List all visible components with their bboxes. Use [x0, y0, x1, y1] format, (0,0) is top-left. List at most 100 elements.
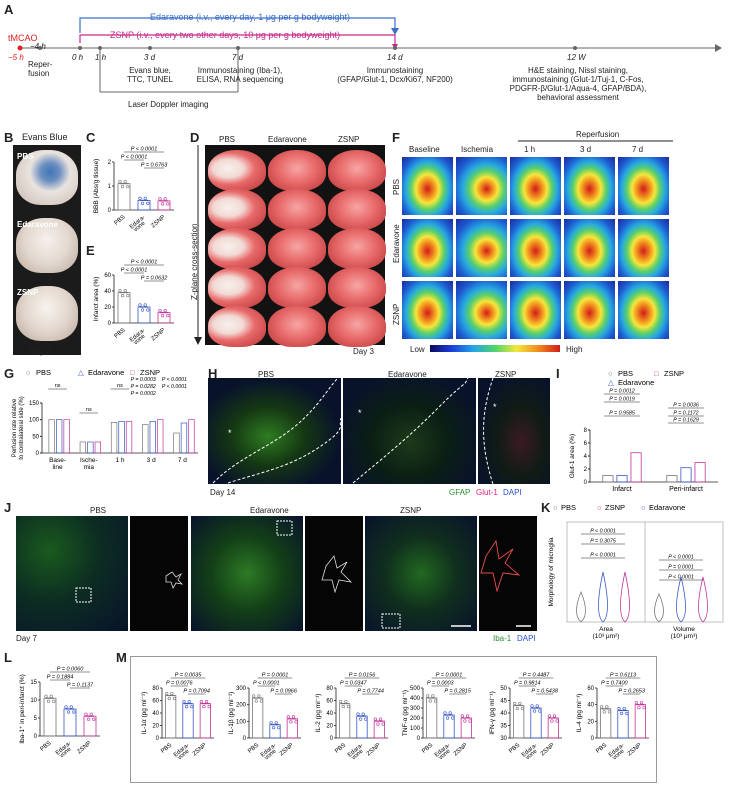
- legend-marker: □: [130, 368, 135, 377]
- j-legend-dapi: DAPI: [517, 634, 536, 643]
- y-tick-label: 0: [243, 736, 247, 742]
- y-axis-label: Infarct area (%): [93, 277, 100, 322]
- p-value: P = 0.0019: [609, 397, 635, 403]
- legend-marker: △: [608, 378, 615, 387]
- x-tick-label: (10³ μm³): [671, 633, 698, 640]
- data-point: [140, 308, 145, 312]
- y-tick-label: 0: [591, 736, 595, 742]
- bar: [94, 441, 102, 454]
- y-tick-label: 300: [236, 686, 247, 692]
- p-value: P = 0.0001: [668, 565, 694, 571]
- f-col-baseline: Baseline: [409, 145, 440, 154]
- p-value: P = 0.6763: [141, 163, 168, 169]
- p-value: P = 0.0966: [270, 689, 297, 695]
- data-point: [463, 719, 467, 723]
- bar: [634, 704, 646, 739]
- data-point: [46, 699, 51, 703]
- x-tick-label: line: [53, 464, 64, 471]
- doppler-image: [455, 218, 508, 278]
- y-tick-label: 1: [108, 184, 112, 190]
- data-point: [158, 197, 162, 201]
- y-tick-label: 10: [30, 698, 37, 704]
- panel-label-d: D: [190, 130, 200, 145]
- p-value: P < 0.0001: [131, 147, 158, 153]
- data-point: [160, 313, 165, 318]
- doppler-image: [563, 280, 616, 340]
- svg-text:*: *: [358, 408, 362, 418]
- doppler-image: [401, 156, 454, 216]
- y-axis-label: IL-2 (pg ml⁻¹): [315, 694, 322, 733]
- data-point: [143, 303, 147, 307]
- p-value: ns: [117, 383, 123, 389]
- data-point: [426, 694, 430, 698]
- y-tick-label: 6: [584, 441, 588, 447]
- h-pbs-image: [208, 378, 341, 484]
- y-tick-label: 40: [326, 711, 333, 717]
- bar: [157, 419, 164, 454]
- svg-text:*: *: [493, 402, 497, 412]
- data-point: [552, 714, 557, 718]
- data-point: [364, 717, 368, 721]
- p-value: P = 0.0003: [427, 681, 454, 687]
- y-tick-label: 80: [326, 686, 333, 692]
- zsnp-schedule: ZSNP (i.v., every two other days, 10 μg …: [110, 30, 340, 40]
- data-point: [530, 704, 534, 708]
- data-point: [535, 704, 539, 708]
- h-day14: Day 14: [210, 488, 236, 497]
- svg-text:*: *: [228, 428, 232, 438]
- y-axis-label: IL-1β (pg ml⁻¹): [228, 692, 235, 735]
- data-point: [118, 179, 122, 184]
- p-value: P = 0.0035: [175, 673, 202, 679]
- y-tick-label: 45: [500, 699, 507, 705]
- panel-label-a: A: [4, 2, 14, 17]
- event-12w: H&E staining, Nissl staining, immunostai…: [509, 66, 647, 102]
- p-value: P = 0.1629: [673, 418, 699, 424]
- data-point: [356, 712, 360, 716]
- p-value: P = 0.7400: [601, 681, 628, 687]
- legend-label: PBS: [618, 369, 633, 378]
- x-tick-label: PBS: [114, 327, 127, 339]
- brain-pbs-image: [16, 150, 78, 205]
- ttc-slice: [328, 150, 386, 191]
- y-tick-label: 100: [410, 726, 421, 732]
- event-3d: Evans blue, TTC, TUNEL: [126, 66, 174, 84]
- ttc-slice: [328, 267, 386, 308]
- ttc-slice: [208, 306, 266, 347]
- data-point: [163, 308, 167, 313]
- data-point: [445, 716, 450, 720]
- legend-marker: ○: [26, 368, 31, 377]
- data-point: [532, 709, 537, 713]
- data-point: [52, 699, 56, 703]
- data-point: [513, 701, 517, 706]
- y-tick-label: 60: [587, 686, 594, 692]
- x-tick-label: Area: [599, 626, 613, 633]
- t3d: 3 d: [144, 53, 156, 62]
- bar: [79, 441, 87, 454]
- data-point: [207, 705, 211, 709]
- y-tick-label: 400: [410, 696, 421, 702]
- p-value: P = 0.2815: [444, 689, 471, 695]
- j-col-pbs: PBS: [90, 506, 107, 515]
- p-value: P = 0.2653: [618, 689, 645, 695]
- x-tick-label: Base-: [49, 457, 66, 464]
- tmcao-label: tMCAO: [8, 33, 38, 43]
- doppler-image: [401, 280, 454, 340]
- doppler-image: [563, 218, 616, 278]
- legend-marker: □: [654, 369, 659, 378]
- data-point: [66, 710, 71, 714]
- ttc-slice: [268, 150, 326, 191]
- data-point: [120, 184, 125, 189]
- j-overlays: [75, 520, 531, 629]
- data-point: [376, 722, 380, 726]
- x-tick-label: PBS: [595, 742, 608, 754]
- bar: [87, 441, 94, 454]
- j-zsnp-image: [365, 516, 477, 631]
- y-tick-label: 150: [29, 401, 40, 407]
- bar: [694, 462, 706, 483]
- data-point: [600, 705, 604, 709]
- brain-zsnp-image: [16, 286, 78, 341]
- data-point: [167, 696, 171, 701]
- data-point: [639, 701, 644, 705]
